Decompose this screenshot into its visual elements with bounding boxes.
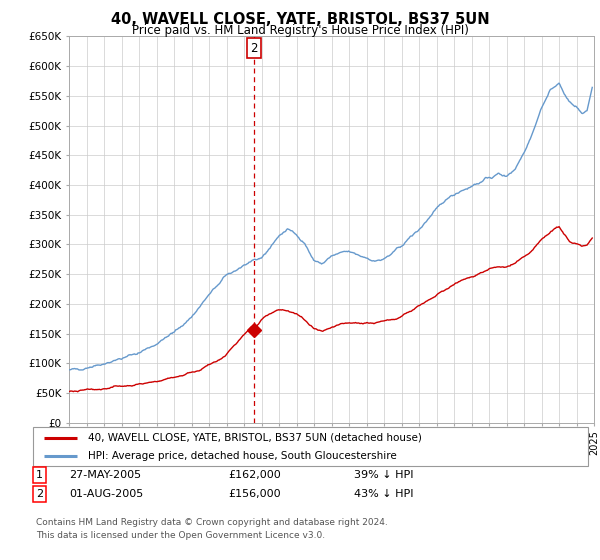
FancyBboxPatch shape (33, 427, 588, 466)
Text: 40, WAVELL CLOSE, YATE, BRISTOL, BS37 5UN: 40, WAVELL CLOSE, YATE, BRISTOL, BS37 5U… (110, 12, 490, 27)
Text: 2: 2 (36, 489, 43, 499)
Text: 27-MAY-2005: 27-MAY-2005 (69, 470, 141, 480)
Text: £162,000: £162,000 (228, 470, 281, 480)
Text: HPI: Average price, detached house, South Gloucestershire: HPI: Average price, detached house, Sout… (89, 451, 397, 461)
Text: 01-AUG-2005: 01-AUG-2005 (69, 489, 143, 499)
Text: 43% ↓ HPI: 43% ↓ HPI (354, 489, 413, 499)
Text: 39% ↓ HPI: 39% ↓ HPI (354, 470, 413, 480)
Text: 40, WAVELL CLOSE, YATE, BRISTOL, BS37 5UN (detached house): 40, WAVELL CLOSE, YATE, BRISTOL, BS37 5U… (89, 433, 422, 443)
Text: £156,000: £156,000 (228, 489, 281, 499)
Text: 1: 1 (36, 470, 43, 480)
Text: Contains HM Land Registry data © Crown copyright and database right 2024.
This d: Contains HM Land Registry data © Crown c… (36, 518, 388, 539)
Text: 2: 2 (250, 42, 258, 55)
Text: Price paid vs. HM Land Registry's House Price Index (HPI): Price paid vs. HM Land Registry's House … (131, 24, 469, 36)
